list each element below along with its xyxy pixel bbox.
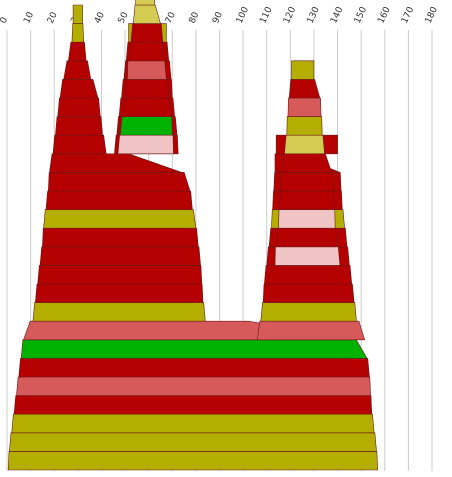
area-layer-7 bbox=[20, 339, 368, 359]
left-peak-layer-4 bbox=[124, 79, 170, 99]
right-peak-layer-11 bbox=[291, 60, 315, 80]
x-tick-label: 160 bbox=[376, 5, 392, 25]
area-layer-21 bbox=[59, 79, 99, 99]
right-peak-layer-7 bbox=[284, 134, 325, 155]
x-tick-label: 120 bbox=[282, 5, 298, 25]
area-layer-10 bbox=[35, 283, 204, 303]
left-peak-layer-8 bbox=[132, 4, 161, 24]
x-tick-label: 140 bbox=[329, 5, 345, 25]
right-peak-layer-2 bbox=[275, 227, 338, 248]
area-layer-8 bbox=[256, 320, 366, 341]
area-layer-20 bbox=[57, 97, 101, 117]
area-layer-2 bbox=[9, 432, 377, 452]
area-layer-5 bbox=[16, 376, 371, 396]
area-layer-17 bbox=[49, 153, 182, 173]
right-peak-layer-9 bbox=[287, 97, 322, 117]
x-tick-label: 10 bbox=[22, 10, 36, 25]
x-tick-label: 90 bbox=[211, 10, 225, 25]
area-layer-23 bbox=[68, 41, 87, 62]
x-tick-label: 180 bbox=[424, 5, 440, 25]
area-layer-3 bbox=[11, 413, 375, 434]
area-layer-16 bbox=[48, 172, 191, 192]
right-peak-layer-8 bbox=[286, 116, 323, 136]
area-layer-11 bbox=[37, 265, 203, 285]
area-layer-9 bbox=[32, 302, 206, 322]
x-tick-label: 170 bbox=[400, 5, 416, 25]
area-layer-18 bbox=[52, 134, 107, 155]
area-layers bbox=[7, 0, 379, 471]
area-layer-6 bbox=[18, 358, 370, 378]
x-tick-label: 40 bbox=[93, 10, 107, 25]
right-peak-layer-4 bbox=[279, 190, 335, 210]
x-tick-label: 80 bbox=[188, 10, 202, 25]
area-layer-9 bbox=[260, 302, 357, 322]
left-peak-layer-3 bbox=[122, 97, 172, 117]
right-peak-layer-6 bbox=[281, 153, 333, 173]
left-peak-layer-6 bbox=[128, 41, 165, 62]
right-peak-layer-3 bbox=[278, 209, 336, 229]
right-peak-layer-10 bbox=[288, 79, 321, 99]
x-tick-label: 110 bbox=[258, 5, 274, 25]
area-layer-13 bbox=[42, 227, 199, 248]
x-tick-label: 150 bbox=[353, 5, 369, 25]
area-layer-25 bbox=[72, 4, 83, 24]
area-layer-15 bbox=[45, 190, 193, 210]
area-layer-1 bbox=[7, 451, 379, 471]
area-layer-22 bbox=[63, 60, 92, 80]
x-tick-label: 70 bbox=[164, 10, 178, 25]
x-tick-label: 100 bbox=[235, 5, 251, 25]
area-layer-19 bbox=[55, 116, 103, 136]
left-peak-layer-7 bbox=[130, 23, 164, 43]
x-tick-label: 130 bbox=[306, 5, 322, 25]
area-layer-4 bbox=[13, 395, 373, 415]
left-peak-layer-1 bbox=[117, 134, 174, 155]
area-layer-10 bbox=[262, 283, 355, 303]
right-peak-layer-5 bbox=[280, 172, 334, 192]
left-peak-layer-2 bbox=[120, 116, 173, 136]
area-layer-11 bbox=[264, 265, 353, 285]
x-tick-label: 50 bbox=[117, 10, 131, 25]
x-tick-label: 20 bbox=[46, 10, 60, 25]
x-tick-labels: 0102030405060708090100110120130140150160… bbox=[0, 5, 440, 25]
right-peak-layer-1 bbox=[274, 246, 341, 266]
area-layer-14 bbox=[43, 209, 197, 229]
area-layer-24 bbox=[71, 23, 85, 43]
left-peak-layer-5 bbox=[127, 60, 167, 80]
x-tick-label: 0 bbox=[0, 16, 10, 26]
area-layer-12 bbox=[39, 246, 201, 266]
left-peak-layer-9 bbox=[135, 0, 155, 6]
